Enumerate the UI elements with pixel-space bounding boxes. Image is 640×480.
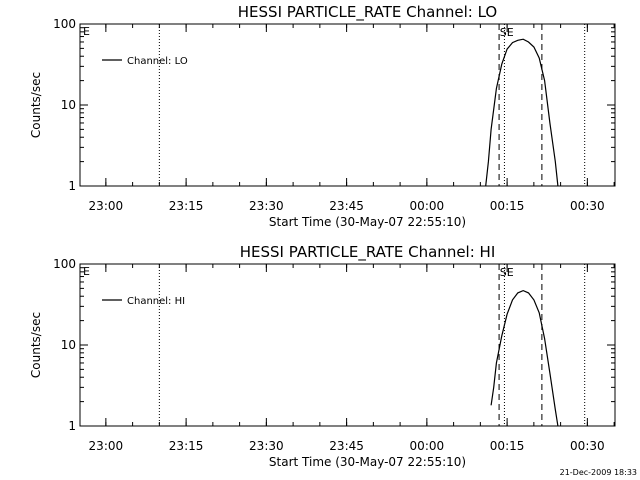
annotation-se: SE: [500, 266, 514, 279]
x-tick-label: 23:15: [169, 199, 204, 213]
x-axis-label: Start Time (30-May-07 22:55:10): [269, 455, 466, 469]
y-tick-label: 10: [61, 98, 76, 112]
x-tick-label: 23:45: [329, 199, 364, 213]
x-tick-label: 23:30: [249, 439, 284, 453]
x-tick-label: 23:45: [329, 439, 364, 453]
x-tick-label: 23:30: [249, 199, 284, 213]
series-line-channel-hi: [490, 289, 559, 426]
annotation-e: E: [83, 25, 90, 38]
y-tick-label: 10: [61, 338, 76, 352]
y-axis-label: Counts/sec: [29, 312, 43, 378]
x-tick-label: 00:15: [490, 439, 525, 453]
legend-label: Channel: HI: [127, 296, 185, 307]
x-tick-label: 00:30: [570, 199, 605, 213]
x-tick-label: 23:00: [89, 199, 124, 213]
x-tick-label: 00:30: [570, 439, 605, 453]
series-line-channel-lo: [485, 38, 559, 186]
hi-channel-panel: HESSI PARTICLE_RATE Channel: HI 23:00 23:1…: [29, 243, 616, 469]
legend-label: Channel: LO: [127, 56, 188, 67]
chart-title: HESSI PARTICLE_RATE Channel: LO: [238, 3, 497, 22]
annotation-se: SE: [500, 26, 514, 39]
plot-frame: [79, 263, 616, 427]
lo-channel-panel: HESSI PARTICLE_RATE Channel: LO 23:00 23:1…: [29, 3, 616, 229]
chart-title: HESSI PARTICLE_RATE Channel: HI: [240, 243, 496, 262]
y-tick-label: 100: [53, 17, 76, 31]
x-tick-label: 00:00: [410, 199, 445, 213]
y-tick-label: 1: [68, 179, 76, 193]
y-tick-label: 1: [68, 419, 76, 433]
annotation-e: E: [83, 265, 90, 278]
x-tick-label: 00:15: [490, 199, 525, 213]
x-axis-label: Start Time (30-May-07 22:55:10): [269, 215, 466, 229]
y-axis-label: Counts/sec: [29, 72, 43, 138]
y-tick-label: 100: [53, 257, 76, 271]
x-tick-label: 23:15: [169, 439, 204, 453]
footer-timestamp: 21-Dec-2009 18:33: [560, 468, 637, 477]
x-tick-label: 00:00: [410, 439, 445, 453]
x-tick-label: 23:00: [89, 439, 124, 453]
